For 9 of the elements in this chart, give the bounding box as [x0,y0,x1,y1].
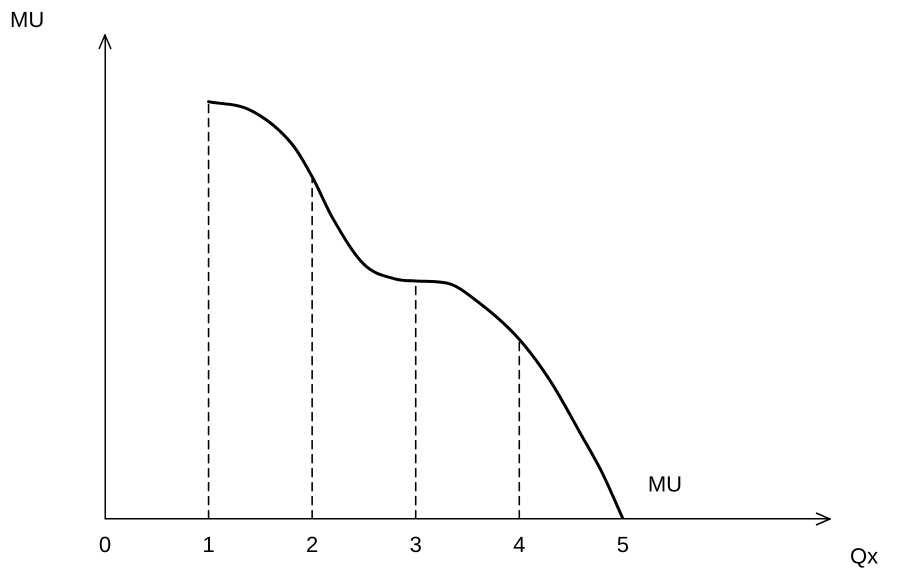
x-axis-title: Qx [850,544,878,569]
x-tick-label: 3 [410,532,422,557]
annotation: MU [648,472,682,497]
x-tick-label: 4 [513,532,526,557]
x-tick-label: 0 [98,532,112,557]
y-axis-title: MU [10,7,44,32]
x-tick-label: 1 [202,532,215,557]
x-tick-label: 5 [616,532,629,557]
x-tick-label: 2 [306,532,318,557]
